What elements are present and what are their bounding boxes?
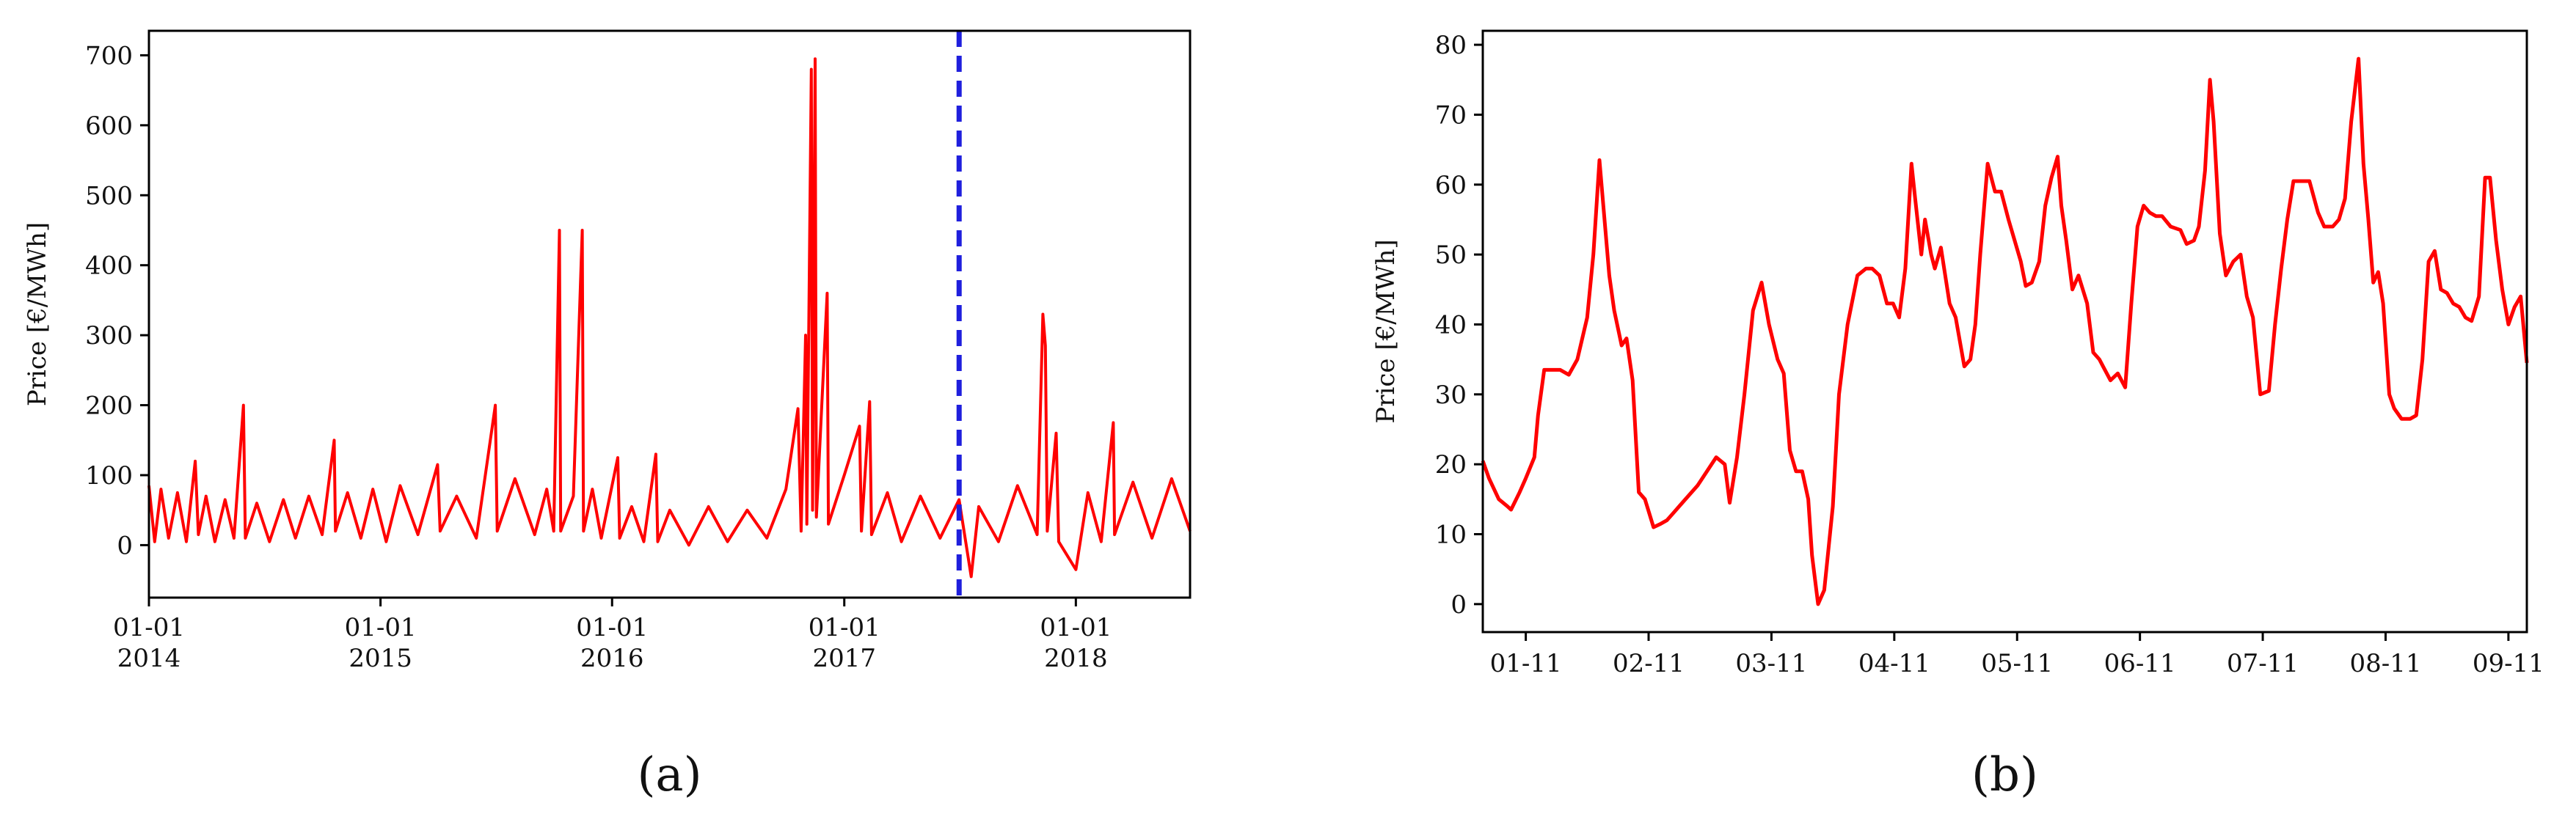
y-axis-label-a: Price [€/MWh] [23,222,52,406]
y-tick-label-b: 30 [1435,381,1467,410]
y-tick-label-b: 70 [1435,100,1467,130]
x-tick-year-a: 2016 [580,644,644,673]
panel-label-a: (a) [637,748,701,802]
x-tick-year-a: 2018 [1044,644,1108,673]
y-tick-label-a: 600 [85,111,133,141]
y-tick-label-a: 200 [85,392,133,421]
x-tick-year-a: 2015 [349,644,412,673]
x-tick-label-b: 01-11 [1490,649,1562,678]
plot-frame-a [147,29,1192,599]
price-series-line-b [1481,56,2529,606]
x-tick-label-b: 08-11 [2349,649,2421,678]
y-tick-label-a: 300 [85,321,133,351]
x-tick-label-b: 05-11 [1981,649,2053,678]
y-tick-label-a: 500 [85,181,133,210]
x-tick-label-a: 01-01 [113,613,185,642]
y-tick-label-a: 400 [85,252,133,281]
chart-panel-b: 0 10 20 30 40 50 60 70 80 01-11 02-11 03-11 04-11 05… [1371,29,2544,802]
y-tick-label-b: 40 [1435,310,1467,340]
y-tick-label-a: 700 [85,41,133,70]
x-tick-label-a: 01-01 [1040,613,1112,642]
y-ticks-a: 0 100 200 300 400 500 600 700 [85,41,149,560]
x-tick-year-a: 2017 [812,644,876,673]
x-tick-label-a: 01-01 [809,613,880,642]
x-tick-label-b: 03-11 [1735,649,1807,678]
x-tick-label-a: 01-01 [345,613,417,642]
y-tick-label-b: 50 [1435,241,1467,270]
y-axis-label-b: Price [€/MWh] [1371,239,1401,423]
y-tick-label-b: 20 [1435,450,1467,480]
y-ticks-b: 0 10 20 30 40 50 60 70 80 [1435,31,1483,620]
x-tick-label-b: 02-11 [1613,649,1685,678]
x-tick-label-a: 01-01 [576,613,648,642]
y-tick-label-b: 10 [1435,521,1467,550]
y-tick-label-a: 0 [117,531,133,560]
y-tick-label-b: 80 [1435,31,1467,60]
x-tick-label-b: 06-11 [2104,649,2176,678]
y-tick-label-b: 60 [1435,171,1467,200]
x-ticks-b: 01-11 02-11 03-11 04-11 05-11 06-11 07-11 08-11… [1490,632,2544,678]
x-tick-label-b: 09-11 [2473,649,2544,678]
x-ticks-a: 01-01201401-01201501-01201601-01201701-0… [113,598,1112,673]
price-series-line-a [147,57,1192,579]
panel-label-b: (b) [1971,748,2038,802]
x-tick-year-a: 2014 [117,644,181,673]
plot-frame-b [1481,29,2528,634]
x-tick-label-b: 04-11 [1858,649,1930,678]
y-tick-label-a: 100 [85,461,133,491]
x-tick-label-b: 07-11 [2227,649,2299,678]
y-tick-label-b: 0 [1451,590,1467,620]
